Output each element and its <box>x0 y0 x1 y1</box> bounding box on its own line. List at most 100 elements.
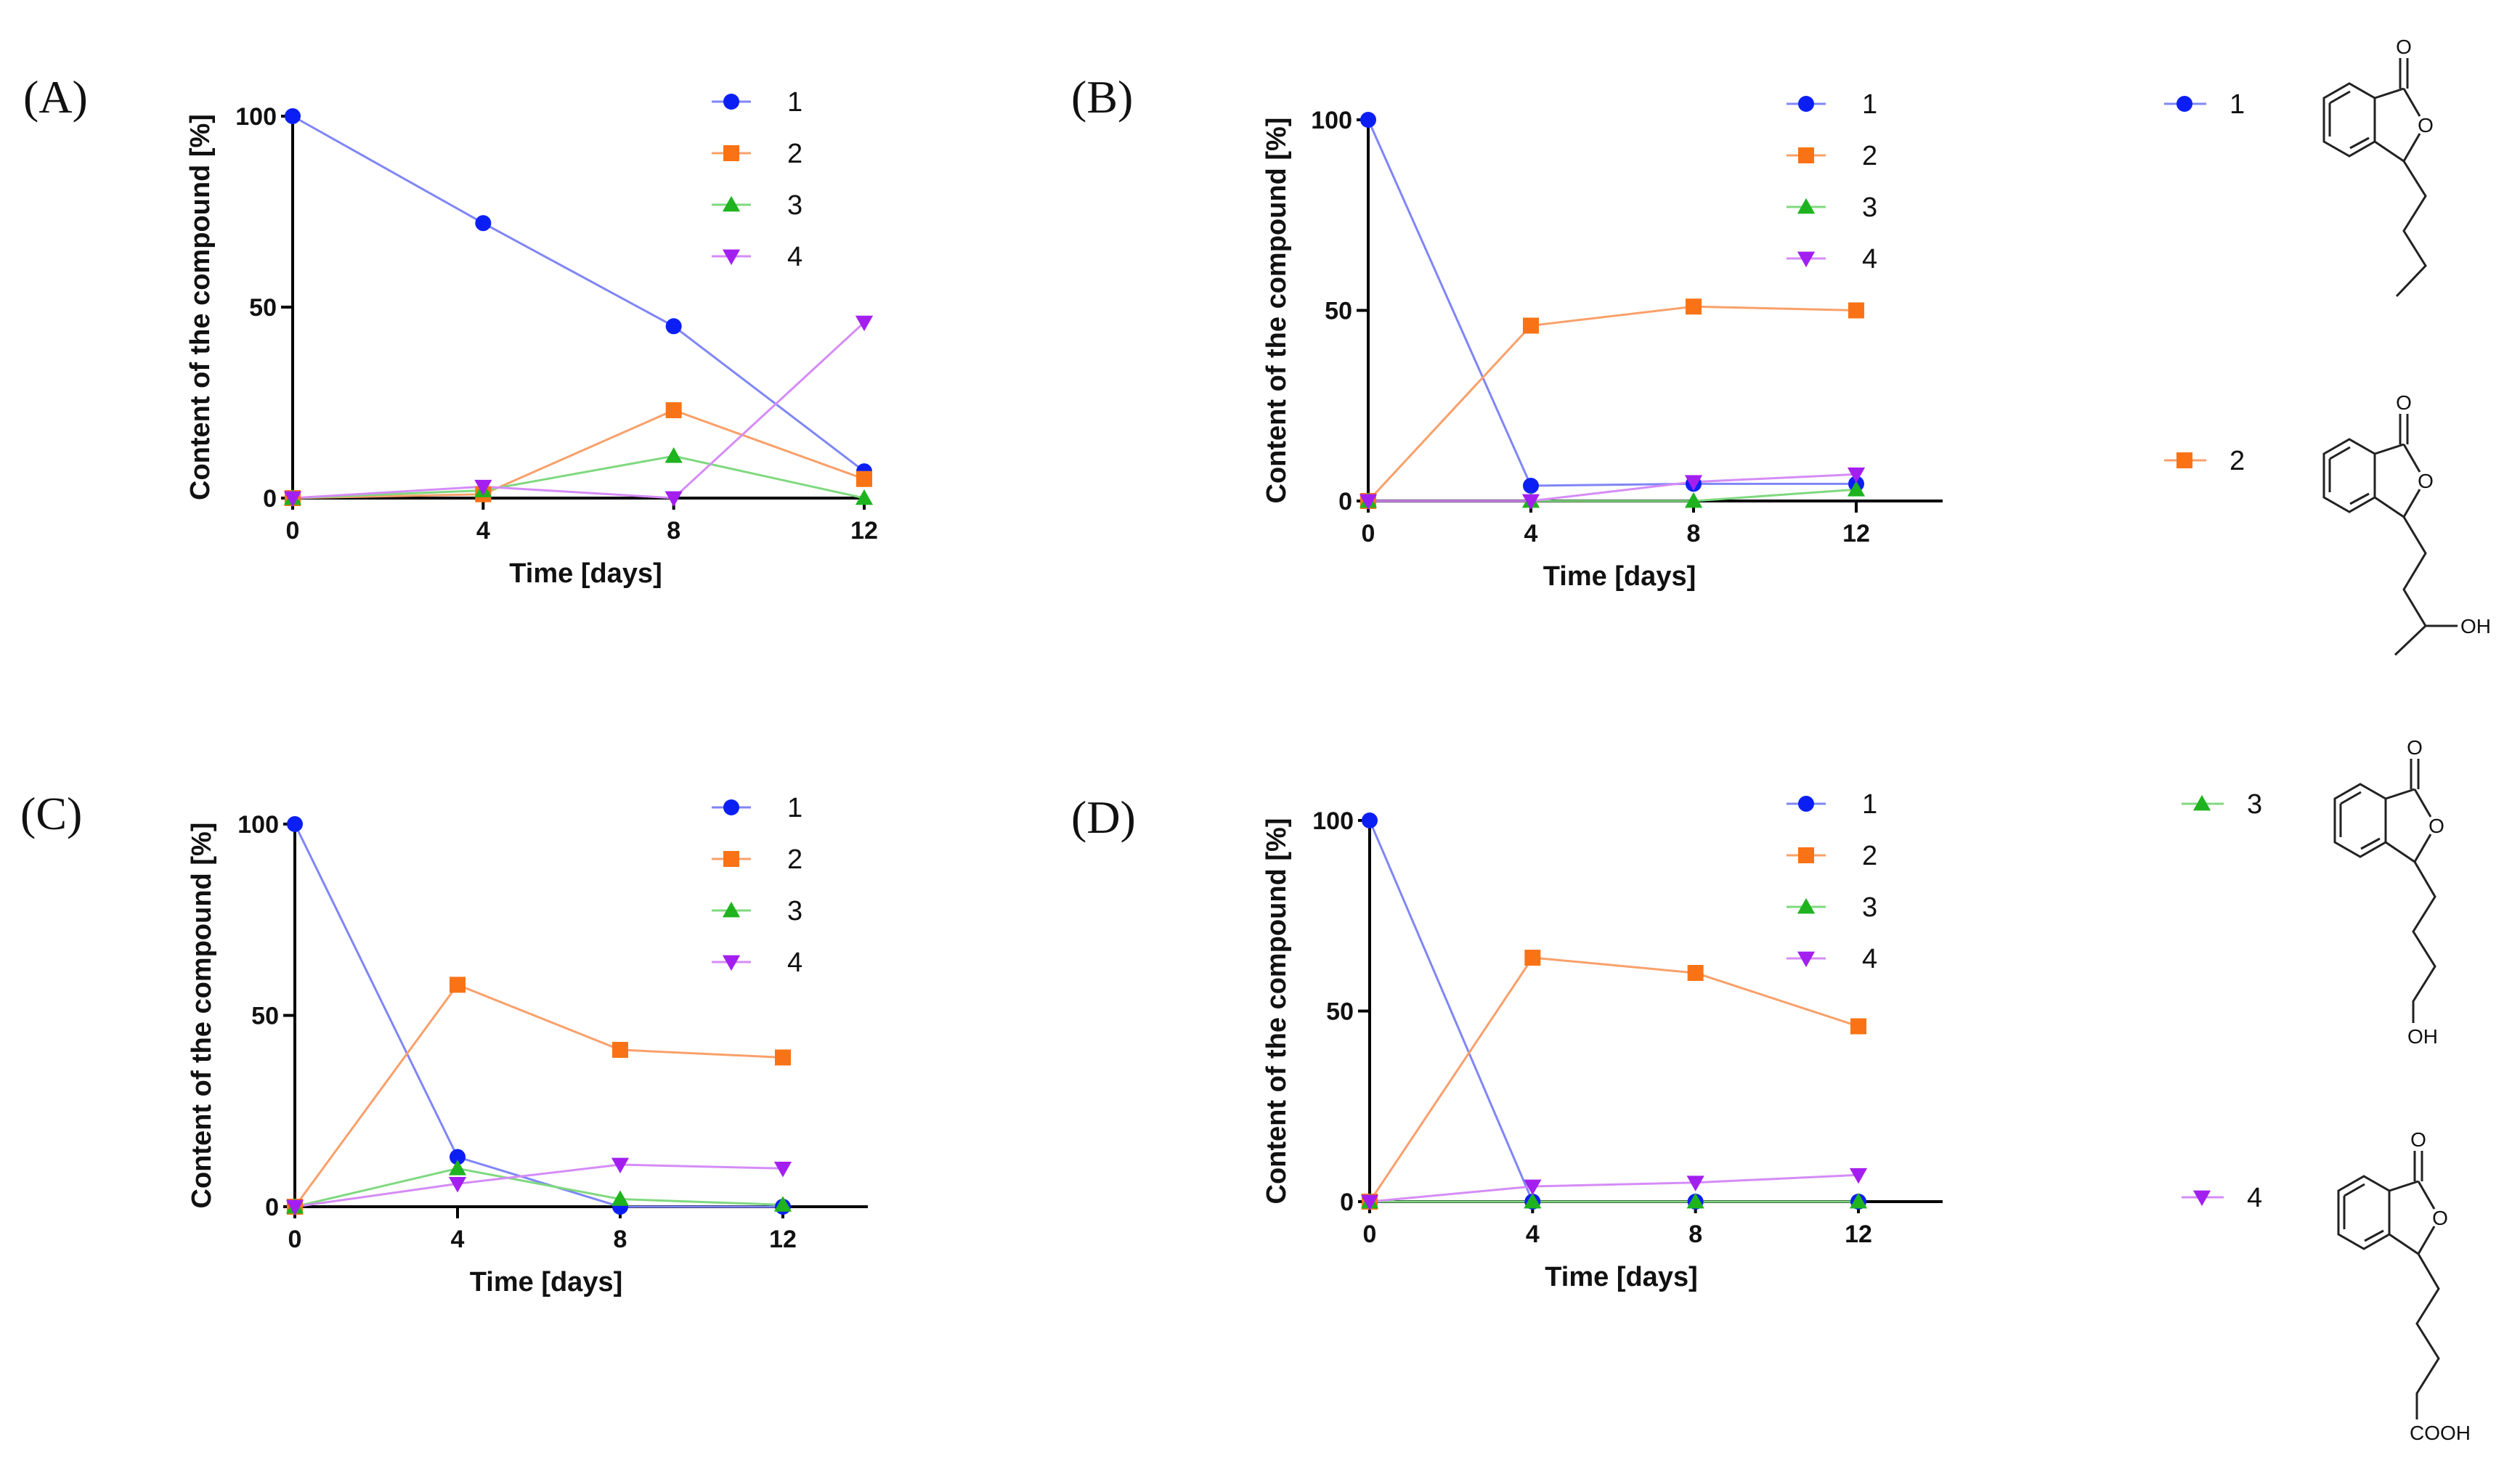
panel-label: (B) <box>1071 71 1133 123</box>
data-point-series-2 <box>1523 317 1539 334</box>
legend-label: 3 <box>1862 892 1877 923</box>
x-tick-label: 8 <box>667 517 680 545</box>
y-tick-label: 50 <box>1325 298 1352 325</box>
series-line-3 <box>294 1167 784 1208</box>
data-point-series-3 <box>1684 492 1703 508</box>
legend-label: 3 <box>1862 192 1877 223</box>
key-label: 4 <box>2247 1183 2262 1213</box>
data-point-series-2 <box>1524 950 1541 966</box>
data-point-series-2 <box>856 470 872 487</box>
data-point-series-4 <box>283 491 302 508</box>
x-axis-title: Time [days] <box>1545 1262 1697 1292</box>
data-point-series-2 <box>1848 302 1864 319</box>
aromatic-bond <box>2349 492 2370 505</box>
data-point-series-3 <box>448 1160 467 1176</box>
lactone-bond <box>2385 841 2415 863</box>
data-point-series-2 <box>612 1041 628 1058</box>
aromatic-bond <box>2329 90 2351 105</box>
data-point-series-4 <box>855 315 874 332</box>
data-point-series-4 <box>1521 494 1540 510</box>
structure-compound-2: 2 O O OH <box>2164 391 2491 656</box>
legend-label: 1 <box>1862 789 1877 820</box>
benzene-ring <box>2337 1175 2391 1250</box>
y-tick-label: 0 <box>1338 488 1352 516</box>
x-tick-label: 8 <box>614 1226 627 1253</box>
ring-oxygen-label: O <box>2432 1207 2448 1229</box>
y-axis-title: Content of the compound [%] <box>1261 818 1292 1205</box>
legend-label: 2 <box>787 139 802 169</box>
data-point-series-3 <box>773 1196 792 1212</box>
x-tick-label: 8 <box>1688 1221 1702 1248</box>
x-axis-title: Time [days] <box>470 1267 622 1297</box>
lactone-bond <box>2402 88 2421 117</box>
key-label: 3 <box>2247 789 2262 820</box>
substituent-label: OH <box>2460 615 2491 637</box>
key-marker <box>2176 452 2192 468</box>
series-line-4 <box>294 1163 784 1208</box>
panel-label: (A) <box>23 71 88 123</box>
data-point-series-4 <box>664 491 683 508</box>
legend-label: 2 <box>787 844 802 875</box>
x-tick-label: 12 <box>850 517 878 545</box>
legend-marker <box>1797 251 1816 268</box>
data-point-series-3 <box>611 1190 630 1206</box>
series-line-2 <box>292 409 865 500</box>
x-tick-label: 0 <box>1362 520 1375 547</box>
legend-label: 1 <box>1862 89 1877 120</box>
substituent-label: OH <box>2407 1025 2438 1048</box>
aromatic-bond <box>2344 1183 2365 1197</box>
x-tick-label: 0 <box>1363 1221 1377 1248</box>
carbonyl-oxygen-label: O <box>2396 391 2412 414</box>
legend-marker <box>1797 897 1816 914</box>
data-point-series-1 <box>285 108 301 124</box>
legend-label: 1 <box>787 87 802 118</box>
y-tick-label: 50 <box>251 1003 279 1030</box>
y-tick-label: 0 <box>265 1194 279 1221</box>
data-point-series-1 <box>1362 812 1378 828</box>
legend-label: 4 <box>1862 244 1877 274</box>
aromatic-bond <box>2329 446 2351 460</box>
structure-compound-1: 1 O O <box>2164 36 2434 298</box>
y-tick-label: 50 <box>1326 998 1354 1026</box>
y-tick-label: 0 <box>1340 1189 1354 1216</box>
key-marker <box>2176 96 2192 112</box>
series-line-1 <box>292 115 865 473</box>
legend-label: 1 <box>787 793 802 823</box>
series-line-2 <box>1368 956 1859 1202</box>
y-tick-label: 100 <box>1311 107 1352 134</box>
legend-marker <box>1798 147 1814 163</box>
lactone-bond <box>2413 789 2432 818</box>
aromatic-bond <box>2364 1229 2384 1242</box>
legend-marker <box>723 94 739 110</box>
data-point-series-4 <box>1847 467 1866 484</box>
x-axis-title: Time [days] <box>1543 561 1696 592</box>
legend-label: 4 <box>787 242 802 272</box>
data-point-series-3 <box>664 447 683 463</box>
data-point-series-2 <box>1686 298 1702 315</box>
substituent-label: COOH <box>2410 1422 2471 1444</box>
data-point-series-3 <box>855 489 874 505</box>
key-marker <box>2192 1190 2211 1207</box>
side-chain <box>2412 861 2436 1023</box>
series-line-2 <box>293 983 784 1207</box>
data-point-series-1 <box>475 215 492 232</box>
legend-marker <box>722 955 741 971</box>
data-point-series-1 <box>1360 112 1376 128</box>
data-point-series-3 <box>1686 1192 1704 1209</box>
ring-oxygen-label: O <box>2418 470 2434 492</box>
y-tick-label: 100 <box>235 103 277 131</box>
data-point-series-4 <box>285 1199 304 1216</box>
legend-label: 2 <box>1862 141 1877 171</box>
carbonyl-oxygen-label: O <box>2410 1128 2426 1151</box>
data-point-series-4 <box>1359 494 1378 510</box>
x-tick-label: 8 <box>1687 520 1701 547</box>
legend-label: 3 <box>787 190 802 221</box>
series-line-2 <box>1367 305 1857 502</box>
carbonyl-oxygen-label: O <box>2396 36 2412 58</box>
data-point-series-1 <box>665 318 682 335</box>
aromatic-bond <box>2360 837 2381 850</box>
data-point-series-4 <box>773 1161 792 1178</box>
side-chain <box>2395 160 2427 298</box>
